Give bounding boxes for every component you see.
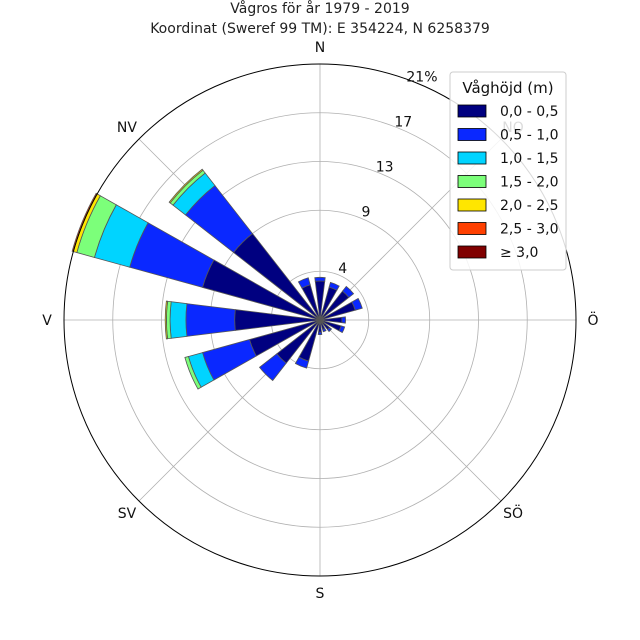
legend-items: 0,0 - 0,5 0,5 - 1,0 1,0 - 1,5 1,5 - 2,0 2,0 … bbox=[457, 104, 558, 261]
chart-title: Vågros för år 1979 - 2019 bbox=[230, 0, 409, 17]
sector-bars bbox=[71, 168, 363, 390]
sector-bar-segment bbox=[317, 331, 323, 336]
direction-label: SÖ bbox=[503, 504, 523, 522]
legend-label: 2,5 - 3,0 bbox=[500, 222, 558, 238]
direction-label: V bbox=[42, 313, 52, 329]
sector-bar-segment bbox=[338, 325, 346, 334]
legend-label: ≥ 3,0 bbox=[500, 245, 538, 261]
sector-bar-segment bbox=[314, 276, 326, 282]
legend-label: 0,0 - 0,5 bbox=[500, 104, 558, 120]
sector-bar-segment bbox=[326, 326, 333, 333]
legend-title: Våghöjd (m) bbox=[462, 79, 553, 97]
direction-label: Ö bbox=[587, 311, 598, 329]
grid-spoke bbox=[319, 319, 502, 502]
legend-swatch bbox=[457, 245, 487, 259]
legend-swatch bbox=[457, 128, 487, 141]
sector-bar-segment bbox=[164, 300, 168, 340]
legend: Våghöjd (m) 0,0 - 0,5 0,5 - 1,0 1,0 - 1,5 1… bbox=[449, 71, 567, 271]
sector-bar-segment bbox=[294, 356, 310, 369]
sector-bar-segment bbox=[328, 281, 340, 291]
radial-tick-label: 9 bbox=[362, 205, 371, 221]
radial-tick-label: 17 bbox=[394, 115, 412, 131]
radial-tick-label: 21% bbox=[406, 69, 437, 85]
polar-outer-ring bbox=[63, 63, 577, 577]
legend-swatch bbox=[457, 222, 487, 235]
sector-bar-segment bbox=[184, 355, 202, 390]
direction-label: NV bbox=[117, 120, 137, 136]
direction-label: N bbox=[315, 40, 325, 56]
sector-bar-segment bbox=[322, 327, 327, 333]
radial-tick-labels: 4 9 13 17 21% bbox=[338, 69, 437, 276]
legend-frame bbox=[449, 71, 567, 271]
legend-label: 2,0 - 2,5 bbox=[500, 198, 558, 214]
sector-bar-segment bbox=[341, 316, 346, 324]
sector-bar-segment bbox=[258, 353, 287, 382]
sector-bar-segment bbox=[169, 301, 188, 339]
legend-label: 1,5 - 2,0 bbox=[500, 175, 558, 191]
legend-swatch bbox=[457, 198, 487, 212]
sector-bar-segment bbox=[351, 297, 363, 311]
legend-label: 1,0 - 1,5 bbox=[500, 151, 558, 167]
sector-bar-segment bbox=[341, 285, 355, 299]
sector-bar-segment bbox=[297, 277, 311, 289]
legend-swatch bbox=[457, 175, 487, 188]
sector-bar-segment bbox=[168, 168, 204, 204]
radial-tick-label: 4 bbox=[338, 261, 347, 277]
chart-subtitle: Koordinat (Sweref 99 TM): E 354224, N 62… bbox=[150, 21, 490, 37]
legend-swatch bbox=[457, 151, 487, 165]
direction-label: S bbox=[316, 586, 325, 602]
legend-swatch bbox=[457, 104, 487, 118]
legend-label: 0,5 - 1,0 bbox=[500, 128, 558, 144]
direction-label: SV bbox=[118, 506, 137, 522]
sector-bar-segment bbox=[185, 303, 236, 337]
radial-tick-label: 13 bbox=[376, 160, 394, 176]
